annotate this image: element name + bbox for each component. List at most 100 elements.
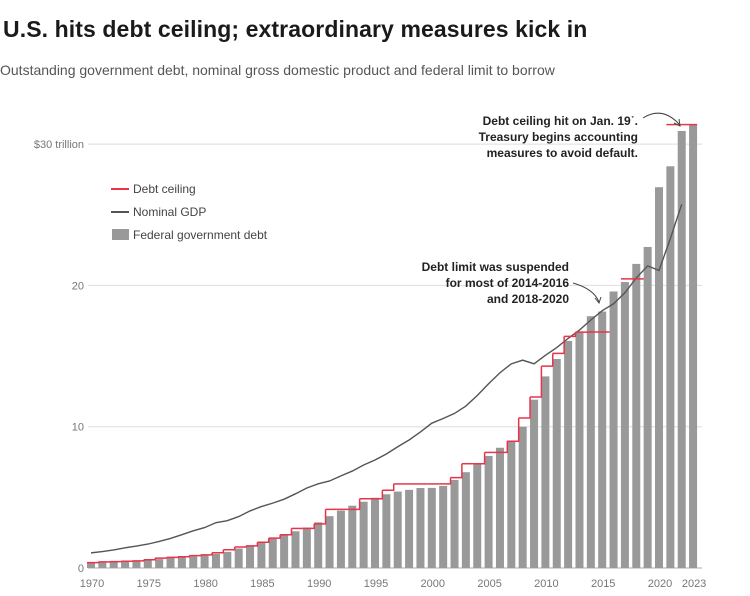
step-debt-ceiling bbox=[314, 509, 327, 525]
bar-federal-debt bbox=[291, 531, 300, 568]
bar-federal-debt bbox=[371, 497, 379, 568]
y-tick-label: 20 bbox=[72, 280, 84, 292]
x-tick-label: 1995 bbox=[364, 578, 388, 590]
bar-federal-debt bbox=[405, 489, 414, 568]
bar-federal-debt bbox=[643, 246, 652, 568]
annotation-arrow bbox=[642, 112, 680, 125]
step-debt-ceiling bbox=[177, 555, 190, 558]
x-tick-label: 1980 bbox=[193, 578, 217, 590]
bar-federal-debt bbox=[416, 488, 425, 568]
step-debt-ceiling bbox=[189, 554, 202, 557]
chart-title: U.S. hits debt ceiling; extraordinary me… bbox=[3, 16, 588, 42]
bar-federal-debt bbox=[598, 311, 607, 568]
step-debt-ceiling bbox=[507, 417, 520, 443]
bar-federal-debt bbox=[200, 555, 209, 568]
x-tick-label: 2000 bbox=[421, 578, 445, 590]
bar-federal-debt bbox=[268, 537, 277, 568]
annotation-line: Debt ceiling hit on Jan. 19˙. bbox=[483, 114, 638, 128]
bar-federal-debt bbox=[155, 559, 164, 568]
bar-federal-debt bbox=[689, 124, 698, 568]
bar-federal-debt bbox=[257, 542, 266, 568]
line-nominal-gdp bbox=[90, 204, 683, 554]
x-tick-label: 2005 bbox=[477, 578, 501, 590]
bar-federal-debt bbox=[495, 447, 504, 568]
step-debt-ceiling bbox=[280, 528, 293, 536]
step-debt-ceiling bbox=[348, 498, 361, 511]
step-debt-ceiling bbox=[143, 558, 156, 561]
bar-federal-debt bbox=[484, 455, 493, 568]
annotation-line: and 2018-2020 bbox=[487, 292, 569, 306]
annotation-debt-ceiling-hit: Debt ceiling hit on Jan. 19˙. Treasury b… bbox=[479, 112, 681, 160]
bar-federal-debt bbox=[280, 534, 289, 568]
step-debt-ceiling bbox=[473, 452, 486, 465]
step-debt-ceiling bbox=[257, 538, 270, 544]
bar-federal-debt bbox=[166, 557, 175, 568]
annotation-line: for most of 2014-2016 bbox=[446, 276, 570, 290]
x-tick-label: 1970 bbox=[80, 578, 104, 590]
bar-federal-debt bbox=[620, 282, 629, 568]
bar-federal-debt bbox=[632, 263, 641, 568]
axis-layer: 0 10 20 $30 trillion 1970 1975 1980 1985 1990 199… bbox=[34, 139, 706, 590]
bar-federal-debt bbox=[246, 545, 255, 568]
step-debt-ceiling bbox=[541, 353, 554, 367]
x-tick-label: 2020 bbox=[648, 578, 672, 590]
legend: Debt ceiling Nominal GDP Federal governm… bbox=[111, 182, 268, 242]
bar-federal-debt bbox=[211, 553, 220, 568]
bar-federal-debt bbox=[98, 562, 107, 568]
legend-label-nominal-gdp: Nominal GDP bbox=[133, 205, 206, 219]
legend-swatch-federal-debt bbox=[112, 229, 129, 240]
bar-federal-debt bbox=[336, 510, 345, 568]
step-debt-ceiling bbox=[302, 523, 315, 530]
y-tick-label: 10 bbox=[72, 422, 84, 434]
y-tick-label: $30 trillion bbox=[34, 139, 84, 151]
step-debt-ceiling bbox=[268, 534, 281, 539]
annotation-line: Treasury begins accounting bbox=[479, 130, 638, 144]
annotation-line: Debt limit was suspended bbox=[422, 260, 569, 274]
bar-layer bbox=[87, 124, 698, 568]
bar-federal-debt bbox=[109, 561, 118, 568]
y-tick-label: 0 bbox=[78, 563, 84, 575]
x-tick-label: 1975 bbox=[137, 578, 161, 590]
bar-federal-debt bbox=[552, 359, 561, 568]
x-tick-label: 1985 bbox=[250, 578, 274, 590]
x-tick-label: 2023 bbox=[682, 578, 706, 590]
legend-label-debt-ceiling: Debt ceiling bbox=[133, 182, 196, 196]
step-debt-ceiling bbox=[439, 477, 452, 485]
bar-federal-debt bbox=[234, 548, 243, 568]
line-layer bbox=[87, 123, 698, 564]
bar-federal-debt bbox=[223, 551, 232, 568]
bar-federal-debt bbox=[530, 399, 539, 568]
legend-label-federal-debt: Federal government debt bbox=[133, 228, 268, 242]
bar-federal-debt bbox=[518, 426, 527, 568]
bar-federal-debt bbox=[564, 340, 573, 568]
step-debt-ceiling bbox=[495, 441, 509, 454]
annotation-debt-limit-suspended: Debt limit was suspended for most of 201… bbox=[422, 260, 602, 306]
bar-federal-debt bbox=[143, 560, 152, 568]
annotation-arrowhead bbox=[673, 118, 681, 127]
step-debt-ceiling bbox=[518, 397, 531, 419]
step-debt-ceiling bbox=[234, 545, 247, 548]
bar-federal-debt bbox=[666, 166, 675, 568]
bar-federal-debt bbox=[348, 505, 357, 568]
x-tick-label: 1990 bbox=[307, 578, 331, 590]
step-debt-ceiling bbox=[564, 332, 577, 338]
bar-federal-debt bbox=[586, 316, 595, 568]
step-debt-ceiling bbox=[132, 559, 145, 562]
x-tick-label: 2015 bbox=[591, 578, 615, 590]
step-debt-ceiling bbox=[223, 546, 236, 551]
step-debt-ceiling bbox=[530, 366, 543, 398]
bar-federal-debt bbox=[177, 556, 186, 568]
bar-federal-debt bbox=[359, 501, 368, 568]
bar-federal-debt bbox=[314, 522, 323, 568]
bar-federal-debt bbox=[393, 491, 402, 568]
bar-federal-debt bbox=[450, 479, 459, 568]
bar-federal-debt bbox=[541, 376, 550, 568]
bar-federal-debt bbox=[87, 562, 95, 568]
bar-federal-debt bbox=[461, 472, 470, 568]
step-debt-ceiling bbox=[155, 557, 168, 559]
step-debt-ceiling bbox=[552, 336, 565, 355]
chart-subtitle: Outstanding government debt, nominal gro… bbox=[0, 62, 555, 78]
step-debt-ceiling bbox=[371, 490, 384, 500]
step-debt-ceiling bbox=[246, 542, 259, 547]
annotation-arrowhead bbox=[594, 296, 602, 305]
